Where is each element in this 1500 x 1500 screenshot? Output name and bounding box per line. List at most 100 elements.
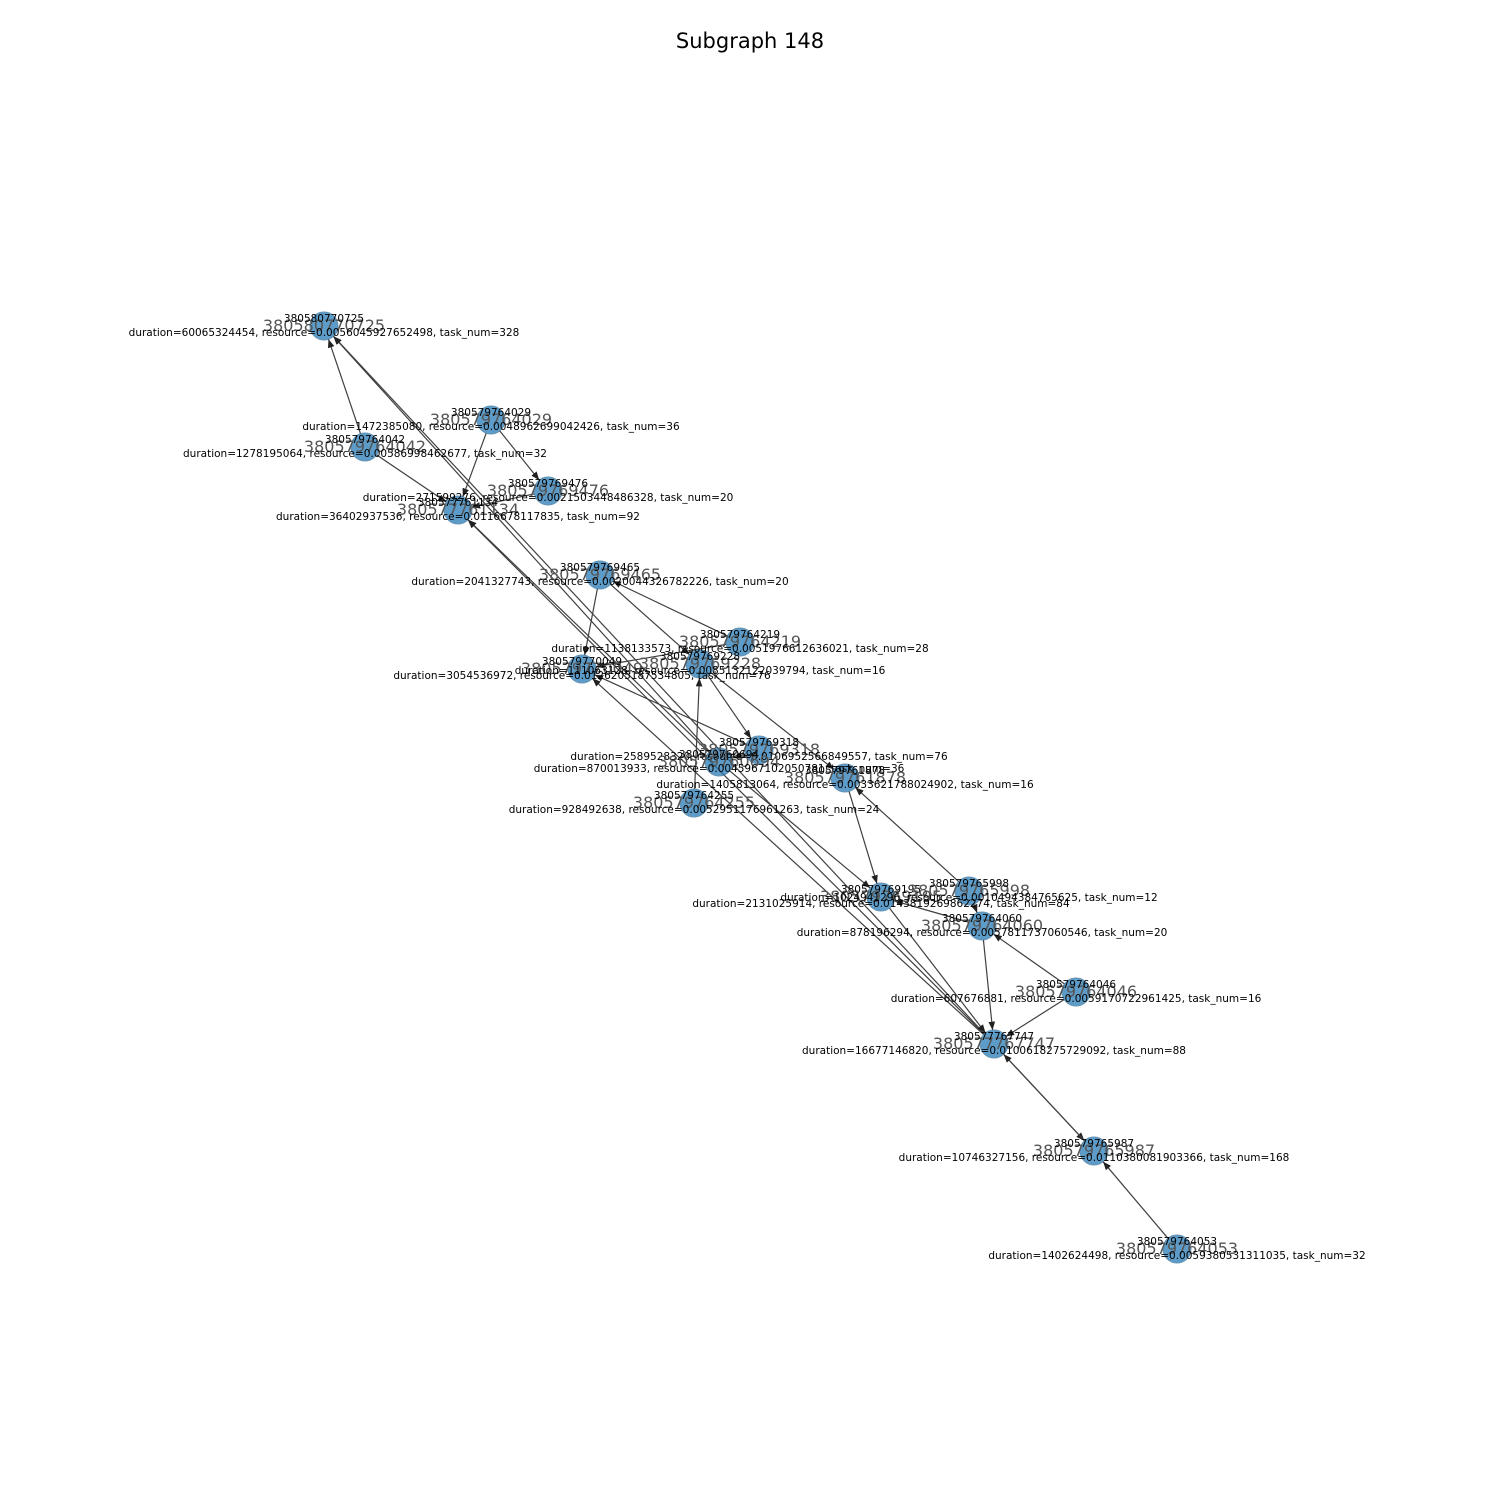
node-id-caption: 380577761134 (418, 497, 498, 509)
node-id-caption: 380579765987 (1054, 1138, 1134, 1150)
node-id-label: 380579764046 (1015, 982, 1137, 1001)
node-380579764029[interactable] (476, 405, 506, 435)
node-380577767747[interactable] (979, 1029, 1009, 1059)
edge-380579769465-380579769228 (610, 583, 690, 656)
node-380579764219[interactable] (725, 627, 755, 657)
edge-380579769195-380577767747 (889, 907, 986, 1034)
edge-380579761878-380579769195 (848, 791, 878, 884)
node-attributes-label: duration=607676881, resource=0.005917072… (891, 993, 1262, 1005)
node-380579764060[interactable] (967, 911, 997, 941)
node-id-label: 380579764060 (921, 916, 1043, 935)
node-attributes-label: duration=2589528320, resource=0.01069525… (570, 751, 948, 763)
node-380579765998[interactable] (954, 876, 984, 906)
node-attributes-label: duration=1405813064, resource=0.00336217… (656, 779, 1034, 791)
edge-380579764042-380580770725 (327, 339, 362, 434)
node-attributes-label: duration=2131025914, resource=0.01438192… (692, 898, 1070, 910)
edge-380579769476-380577761134 (471, 493, 535, 509)
node-380579769465[interactable] (585, 560, 615, 590)
node-id-caption: 380579764053 (1137, 1236, 1217, 1248)
node-id-caption: 380579764046 (1036, 979, 1116, 991)
node-attributes-label: duration=1278195064, resource=0.00586998… (183, 448, 547, 460)
node-attributes-label: duration=111063128, resource=0.008513212… (515, 665, 886, 677)
node-id-caption: 380579764255 (654, 790, 734, 802)
node-id-caption: 380579765998 (929, 878, 1009, 890)
node-380579764053[interactable] (1162, 1234, 1192, 1264)
edge-380579764219-380579770049 (595, 643, 727, 669)
node-380580770725[interactable] (309, 311, 339, 341)
edge-380579769318-380579770049 (594, 674, 747, 745)
node-id-label: 380579764255 (633, 793, 755, 812)
node-id-caption: 380579761878 (805, 765, 885, 777)
node-380579769228[interactable] (685, 649, 715, 679)
node-id-label: 380579764053 (1116, 1239, 1238, 1258)
node-attributes-label: duration=60065324454, resource=0.0056045… (129, 327, 520, 339)
edge-380579765987-380577767747 (1003, 1053, 1085, 1142)
node-380579764042[interactable] (350, 432, 380, 462)
edge-380579769228-380579769318 (707, 675, 752, 739)
edge-380579769465-380579770049 (582, 588, 598, 656)
node-id-label: 380579764042 (304, 437, 426, 456)
edge-380579769228-380579761878 (710, 672, 835, 770)
node-id-label: 380579760694 (658, 752, 780, 771)
node-id-label: 380579769228 (639, 654, 761, 673)
node-380579770049[interactable] (567, 654, 597, 684)
labels-layer: 380580770725380580770725duration=6006532… (129, 313, 1366, 1262)
node-id-label: 380579769195 (820, 887, 942, 906)
edge-380577767747-380577761134 (467, 519, 985, 1035)
node-id-caption: 380579770049 (542, 656, 622, 668)
edge-380579764219-380579769465 (612, 580, 728, 637)
node-id-label: 380579769476 (487, 481, 609, 500)
node-id-caption: 380579764219 (700, 629, 780, 641)
edge-380579764042-380577761134 (376, 454, 447, 503)
node-attributes-label: duration=1402624498, resource=0.00593805… (988, 1250, 1365, 1262)
node-attributes-label: duration=1024941296, resource=0.00104943… (780, 892, 1157, 904)
node-attributes-label: duration=1138133573, resource=0.00519766… (551, 643, 928, 655)
node-id-label: 380580770725 (263, 316, 385, 335)
node-380577761134[interactable] (443, 495, 473, 525)
node-id-caption: 380579769228 (660, 651, 740, 663)
nodes-layer (309, 311, 1192, 1264)
node-id-caption: 380579769476 (508, 478, 588, 490)
edge-380579760694-380577761134 (467, 519, 710, 753)
node-id-label: 380579765998 (908, 881, 1030, 900)
node-380579764046[interactable] (1061, 977, 1091, 1007)
node-id-label: 380579770049 (521, 659, 643, 678)
edge-380577767747-380579770049 (591, 677, 985, 1036)
edges-layer (327, 335, 1169, 1239)
node-id-label: 380579761878 (784, 768, 906, 787)
node-attributes-label: duration=3054536972, resource=0.01262051… (393, 670, 771, 682)
node-id-label: 380579764219 (679, 632, 801, 651)
node-id-label: 380579769318 (698, 740, 820, 759)
node-380579760694[interactable] (704, 747, 734, 777)
node-id-caption: 380580770725 (284, 313, 364, 325)
node-id-label: 380577767747 (933, 1034, 1055, 1053)
node-attributes-label: duration=2041327743, resource=0.00200443… (411, 576, 788, 588)
node-attributes-label: duration=10746327156, resource=0.0110380… (899, 1152, 1290, 1164)
node-380579769476[interactable] (533, 476, 563, 506)
node-id-label: 380577761134 (397, 500, 519, 519)
node-id-caption: 380579769318 (719, 737, 799, 749)
edge-380579765998-380579761878 (854, 786, 960, 883)
node-380579761878[interactable] (830, 763, 860, 793)
node-380579769195[interactable] (866, 882, 896, 912)
node-id-label: 380579764029 (430, 410, 552, 429)
edge-380579769318-380579760694 (732, 752, 746, 759)
edge-380579764029-380579769476 (499, 430, 540, 481)
node-id-caption: 380579769195 (841, 884, 921, 896)
node-attributes-label: duration=271599276, resource=0.002150344… (363, 492, 734, 504)
node-attributes-label: duration=36402937536, resource=0.0116678… (276, 511, 640, 523)
node-380579764255[interactable] (679, 788, 709, 818)
edge-380579764255-380579769228 (694, 677, 703, 790)
edge-380579760694-380579769195 (729, 770, 871, 889)
node-380579769318[interactable] (744, 735, 774, 765)
node-attributes-label: duration=16677146820, resource=0.0100618… (802, 1045, 1186, 1057)
node-attributes-label: duration=870013933, resource=0.004596710… (534, 763, 905, 775)
node-380579765987[interactable] (1079, 1136, 1109, 1166)
node-attributes-label: duration=928492638, resource=0.005295117… (509, 804, 880, 816)
node-id-label: 380579769465 (539, 565, 661, 584)
edge-380579764046-380579764060 (993, 933, 1065, 985)
node-id-caption: 380579769465 (560, 562, 640, 574)
node-attributes-label: duration=878196294, resource=0.005781173… (797, 927, 1168, 939)
node-id-caption: 380579764060 (942, 913, 1022, 925)
